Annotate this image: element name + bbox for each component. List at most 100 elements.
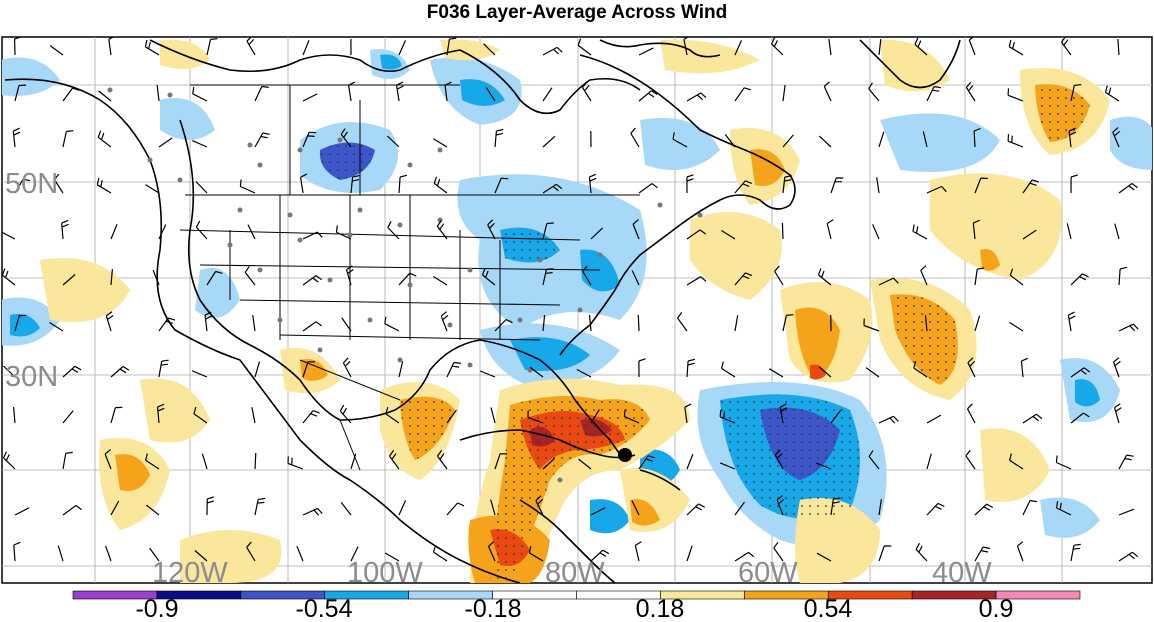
wind-barb [494, 128, 504, 148]
wind-barb [194, 550, 208, 562]
wind-barb [195, 181, 208, 194]
wind-barb [53, 173, 64, 194]
wind-barb [62, 505, 82, 516]
wind-barb [686, 545, 693, 562]
wind-barb [110, 223, 118, 240]
wind-barb [1104, 85, 1120, 102]
wind-barb [630, 127, 640, 148]
wind-barb [542, 135, 556, 148]
wind-barb [542, 46, 563, 56]
wind-barb [385, 407, 400, 424]
wind-barb [302, 361, 315, 378]
wind-barb [254, 85, 269, 102]
wind-barb [1118, 454, 1134, 470]
wind-barb [1118, 551, 1139, 562]
wind-barb [152, 269, 160, 286]
coastlines [4, 39, 961, 583]
wind-barb [62, 410, 74, 424]
wind-barb [815, 462, 832, 470]
wind-barb [779, 403, 788, 424]
wind-barb [590, 549, 610, 562]
wind-barb [865, 367, 880, 378]
wind-barb [398, 174, 408, 194]
wind-barb [13, 407, 16, 424]
colorbar [72, 590, 1081, 600]
wind-barb [1056, 501, 1072, 516]
wind-barb [62, 365, 82, 378]
wind-barb [1022, 229, 1037, 240]
wind-barb [300, 173, 308, 194]
wind-barb [774, 449, 784, 470]
wind-barb [878, 545, 892, 562]
wind-barb [974, 503, 994, 516]
wind-barb [734, 551, 755, 562]
highlight-marker [618, 448, 632, 462]
map-title: F036 Layer-Average Across Wind [426, 2, 728, 23]
wind-barb [542, 87, 553, 102]
wind-barb [1009, 268, 1024, 286]
wind-barb [915, 542, 928, 562]
wind-barb [922, 131, 928, 148]
wind-barb [158, 359, 169, 378]
wind-barb [302, 321, 322, 332]
wind-barb [149, 547, 160, 562]
wind-barb [926, 185, 947, 194]
wind-barb [340, 128, 352, 148]
wind-barb [350, 453, 357, 470]
wind-barb [49, 45, 64, 56]
wind-barb [542, 183, 563, 194]
wind-barb [634, 541, 642, 562]
wind-barb [14, 507, 30, 516]
wind-barb [830, 497, 841, 516]
wind-barb [1066, 223, 1072, 240]
wind-barb [1022, 179, 1040, 194]
wind-barb [1022, 413, 1043, 424]
wind-barb [335, 225, 352, 240]
wind-barb [350, 546, 359, 562]
wind-barb [110, 365, 130, 378]
wind-barb [924, 315, 928, 332]
wind-barb [974, 177, 988, 194]
wind-barb [296, 545, 304, 562]
wind-barb [1067, 311, 1076, 332]
wind-barb [527, 410, 544, 424]
wind-barb [576, 368, 592, 378]
wind-barb [768, 368, 784, 378]
wind-barb [146, 504, 160, 516]
wind-barb [487, 219, 496, 240]
wind-barb [2, 224, 16, 240]
wind-barb [926, 502, 945, 516]
wind-barb [973, 127, 981, 148]
wind-barb [577, 38, 592, 56]
wind-barb [734, 87, 751, 102]
wind-barb [1070, 412, 1090, 424]
wind-barb [968, 37, 976, 56]
lon-label-80w: 80W [545, 557, 605, 589]
wind-barb [386, 135, 400, 148]
wind-barb [782, 314, 794, 332]
station-dots [107, 87, 703, 483]
lon-label-100w: 100W [347, 557, 423, 589]
wind-barb [1070, 367, 1091, 378]
wind-barb [528, 545, 544, 562]
wind-barb [631, 270, 640, 286]
wind-barb [1070, 84, 1082, 102]
wind-barb [247, 224, 256, 240]
stippling [319, 84, 1090, 583]
wind-barb [246, 541, 256, 562]
wind-barb [878, 277, 899, 286]
wind-barb [192, 140, 208, 148]
wind-barb [396, 81, 404, 102]
wind-barb [582, 265, 592, 286]
lon-label-120w: 120W [152, 557, 228, 589]
wind-barb [1114, 223, 1120, 240]
wind-barb [62, 87, 80, 102]
wind-barb [734, 272, 753, 286]
wind-barb [481, 268, 496, 286]
wind-barb [686, 92, 707, 102]
colorbar-tick-0-54: 0.54 [804, 595, 853, 622]
wind-barb [12, 127, 21, 148]
wind-barb [1007, 88, 1024, 102]
wind-barb [826, 219, 834, 240]
